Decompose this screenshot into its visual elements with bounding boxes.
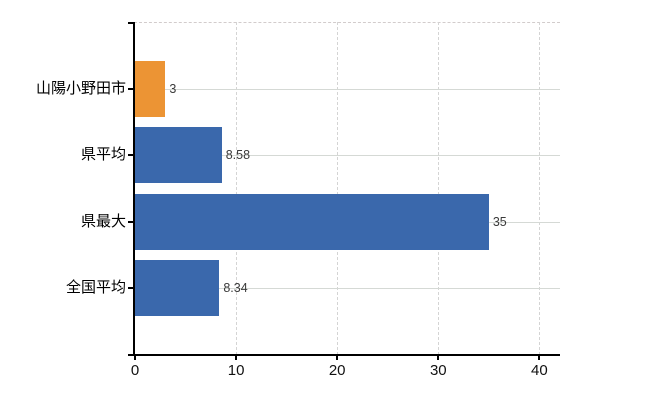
- horizontal-gridline: [134, 155, 560, 157]
- y-axis-tick: [128, 87, 134, 90]
- x-tick-label: 40: [531, 362, 548, 379]
- horizontal-gridline: [134, 288, 560, 290]
- x-axis-tick: [437, 355, 440, 360]
- bar-value-label: 35: [492, 214, 507, 229]
- vertical-gridline: [539, 22, 541, 355]
- category-label: 県平均: [80, 146, 126, 164]
- vertical-gridline: [337, 22, 339, 355]
- bar: [135, 193, 489, 250]
- x-axis-tick: [235, 355, 238, 360]
- x-axis-tick: [134, 355, 136, 360]
- category-label: 県最大: [80, 212, 126, 230]
- vertical-gridline: [438, 22, 440, 355]
- bar: [135, 260, 220, 317]
- x-tick-label: 20: [328, 362, 346, 379]
- x-tick-label: 0: [130, 362, 140, 379]
- x-axis-tick: [538, 355, 541, 360]
- x-axis-tick: [336, 355, 339, 360]
- vertical-gridline: [236, 22, 238, 355]
- horizontal-gridline: [134, 88, 560, 90]
- y-axis-tick: [128, 287, 134, 290]
- y-axis-tick: [128, 22, 134, 24]
- plot-top-border: [134, 22, 560, 23]
- x-axis-line: [128, 354, 560, 356]
- bar: [135, 60, 166, 117]
- x-tick-label: 30: [429, 362, 447, 379]
- bar-value-label: 8.58: [225, 148, 251, 163]
- category-label: 全国平均: [65, 279, 126, 297]
- category-label: 山陽小野田市: [35, 79, 126, 97]
- bar: [135, 127, 222, 184]
- y-axis-tick: [128, 220, 134, 223]
- bar-value-label: 8.34: [223, 281, 248, 296]
- y-axis-line: [133, 22, 135, 355]
- x-tick-label: 10: [227, 362, 245, 379]
- bar-value-label: 3: [169, 81, 177, 96]
- y-axis-tick: [128, 154, 134, 157]
